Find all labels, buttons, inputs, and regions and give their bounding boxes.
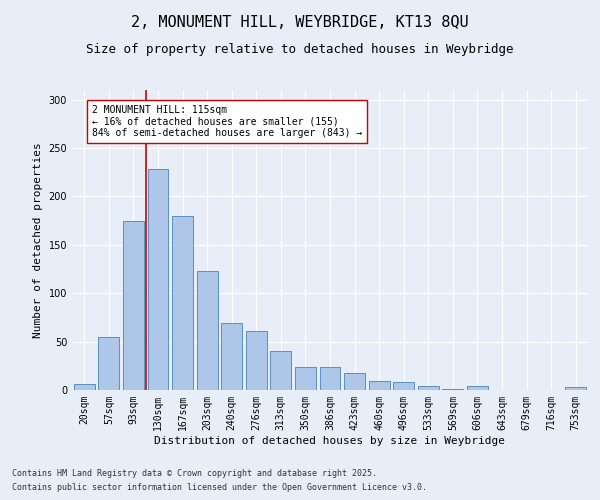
Bar bbox=[271, 352, 292, 390]
Bar bbox=[246, 331, 267, 390]
Bar bbox=[98, 337, 119, 390]
Bar bbox=[295, 367, 316, 390]
Y-axis label: Number of detached properties: Number of detached properties bbox=[33, 142, 43, 338]
Bar bbox=[418, 386, 439, 390]
Text: 2 MONUMENT HILL: 115sqm
← 16% of detached houses are smaller (155)
84% of semi-d: 2 MONUMENT HILL: 115sqm ← 16% of detache… bbox=[92, 104, 362, 138]
Bar bbox=[74, 384, 95, 390]
Text: 2, MONUMENT HILL, WEYBRIDGE, KT13 8QU: 2, MONUMENT HILL, WEYBRIDGE, KT13 8QU bbox=[131, 15, 469, 30]
X-axis label: Distribution of detached houses by size in Weybridge: Distribution of detached houses by size … bbox=[155, 436, 505, 446]
Bar bbox=[344, 372, 365, 390]
Bar bbox=[172, 216, 193, 390]
Bar bbox=[123, 220, 144, 390]
Text: Size of property relative to detached houses in Weybridge: Size of property relative to detached ho… bbox=[86, 42, 514, 56]
Bar bbox=[221, 323, 242, 390]
Bar bbox=[442, 389, 463, 390]
Bar bbox=[393, 382, 414, 390]
Text: Contains public sector information licensed under the Open Government Licence v3: Contains public sector information licen… bbox=[12, 484, 427, 492]
Bar bbox=[320, 367, 340, 390]
Bar bbox=[148, 170, 169, 390]
Bar bbox=[565, 387, 586, 390]
Bar bbox=[197, 271, 218, 390]
Bar bbox=[467, 386, 488, 390]
Text: Contains HM Land Registry data © Crown copyright and database right 2025.: Contains HM Land Registry data © Crown c… bbox=[12, 468, 377, 477]
Bar bbox=[368, 382, 389, 390]
